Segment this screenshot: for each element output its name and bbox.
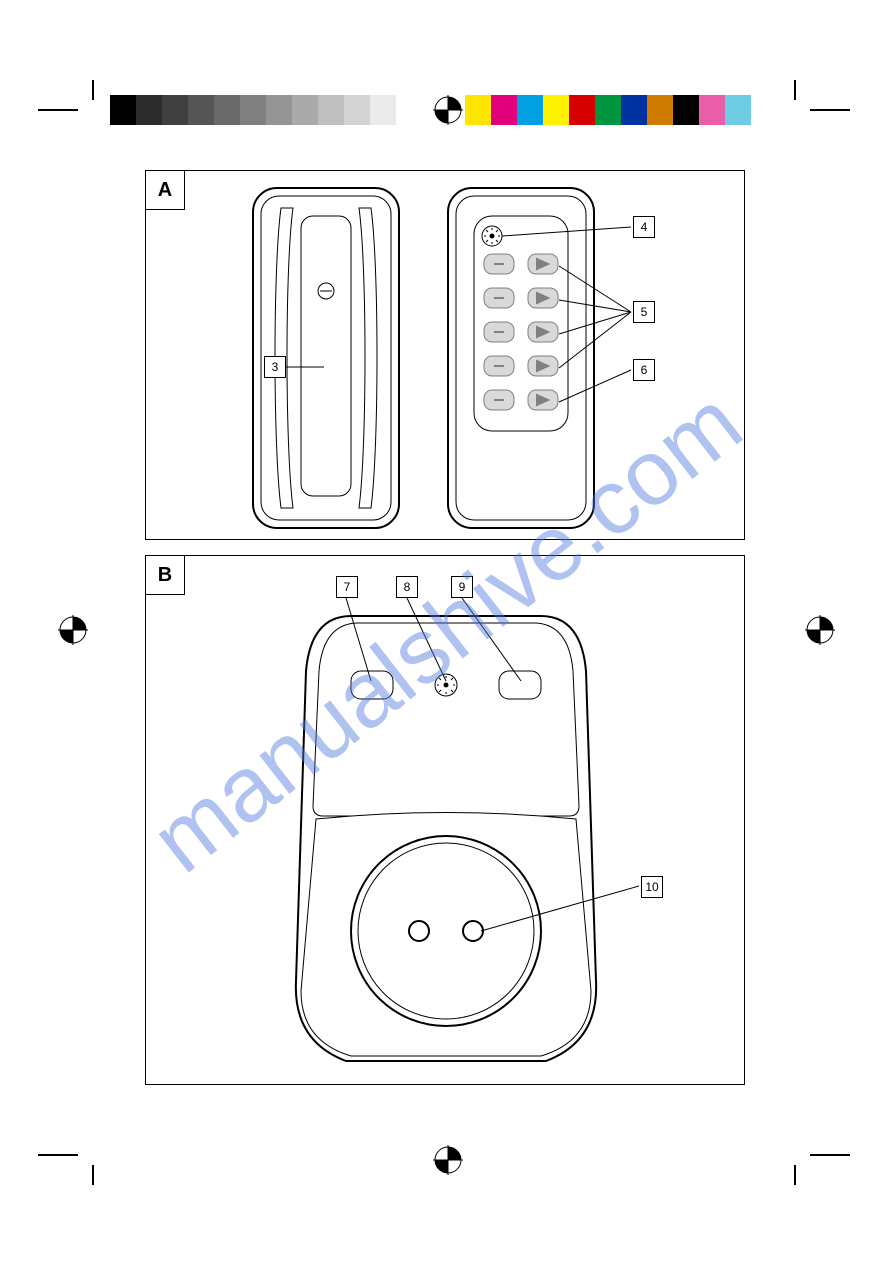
crop-mark-bl (38, 1115, 108, 1185)
crop-mark-tl (38, 80, 108, 150)
grayscale-calibration-bar (110, 95, 396, 125)
callout-10: 10 (641, 876, 663, 898)
color-calibration-bar (465, 95, 751, 125)
registration-mark-left (58, 615, 88, 645)
callout-5: 5 (633, 301, 655, 323)
registration-mark-right (805, 615, 835, 645)
figure-a-panel: A (145, 170, 745, 540)
figure-b-panel: B 7 8 9 10 (145, 555, 745, 1085)
callout-9: 9 (451, 576, 473, 598)
callout-3: 3 (264, 356, 286, 378)
crop-mark-br (780, 1115, 850, 1185)
crop-mark-tr (780, 80, 850, 150)
callout-6: 6 (633, 359, 655, 381)
registration-mark-top (433, 95, 463, 125)
callout-7: 7 (336, 576, 358, 598)
callout-4: 4 (633, 216, 655, 238)
callout-8: 8 (396, 576, 418, 598)
registration-mark-bottom (433, 1145, 463, 1175)
